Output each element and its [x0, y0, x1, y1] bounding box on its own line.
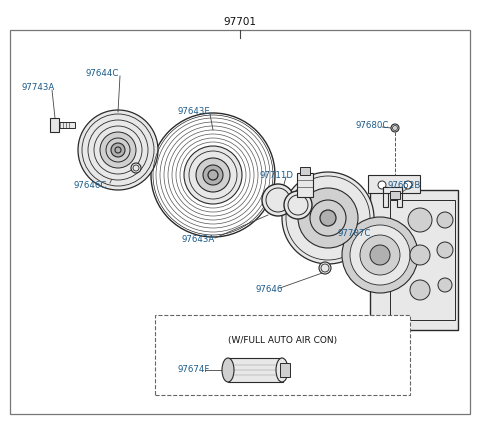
- Circle shape: [320, 210, 336, 226]
- Text: 97743A: 97743A: [22, 84, 55, 92]
- Circle shape: [100, 132, 136, 168]
- Text: 97707C: 97707C: [338, 229, 372, 237]
- Circle shape: [378, 181, 386, 189]
- Bar: [297, 173, 313, 197]
- Bar: [280, 363, 290, 377]
- Circle shape: [410, 245, 430, 265]
- Circle shape: [88, 120, 148, 180]
- Circle shape: [131, 163, 141, 173]
- Circle shape: [106, 138, 130, 162]
- Text: 97711D: 97711D: [260, 170, 294, 179]
- Text: 97701: 97701: [224, 17, 256, 27]
- Circle shape: [298, 188, 358, 248]
- Circle shape: [284, 191, 312, 219]
- Circle shape: [151, 113, 275, 237]
- Polygon shape: [383, 187, 402, 193]
- Circle shape: [203, 165, 223, 185]
- Circle shape: [437, 212, 453, 228]
- Circle shape: [404, 181, 412, 189]
- Circle shape: [189, 151, 237, 199]
- Circle shape: [282, 172, 374, 264]
- Text: (W/FULL AUTO AIR CON): (W/FULL AUTO AIR CON): [228, 335, 337, 344]
- Bar: [368, 175, 420, 193]
- Bar: [228, 358, 283, 382]
- Text: 97643A: 97643A: [182, 235, 215, 245]
- Polygon shape: [397, 187, 402, 207]
- Bar: [300, 167, 310, 175]
- Bar: [370, 190, 458, 330]
- Circle shape: [391, 124, 399, 132]
- Circle shape: [310, 200, 346, 236]
- Circle shape: [408, 208, 432, 232]
- Bar: [50, 118, 59, 132]
- Text: 97646C: 97646C: [73, 181, 107, 190]
- Circle shape: [438, 278, 452, 292]
- Circle shape: [115, 147, 121, 153]
- Circle shape: [350, 225, 410, 285]
- Circle shape: [78, 110, 158, 190]
- Circle shape: [208, 170, 218, 180]
- Text: 97674F: 97674F: [178, 365, 210, 374]
- Text: 97680C: 97680C: [355, 120, 388, 129]
- Polygon shape: [383, 187, 388, 207]
- Circle shape: [319, 262, 331, 274]
- Circle shape: [262, 184, 294, 216]
- Ellipse shape: [222, 358, 234, 382]
- Text: 97652B: 97652B: [388, 181, 421, 190]
- Bar: [390, 200, 455, 320]
- Bar: [59, 122, 75, 128]
- Bar: [390, 191, 400, 199]
- Text: 97644C: 97644C: [85, 70, 119, 78]
- Text: 97646: 97646: [256, 285, 283, 295]
- Circle shape: [393, 126, 397, 131]
- Circle shape: [437, 242, 453, 258]
- Circle shape: [196, 158, 230, 192]
- Circle shape: [410, 280, 430, 300]
- Ellipse shape: [276, 358, 288, 382]
- Circle shape: [111, 143, 125, 157]
- Circle shape: [360, 235, 400, 275]
- Circle shape: [370, 245, 390, 265]
- Bar: [155, 315, 410, 395]
- Circle shape: [342, 217, 418, 293]
- Circle shape: [184, 146, 242, 204]
- Text: 97643E: 97643E: [177, 108, 210, 117]
